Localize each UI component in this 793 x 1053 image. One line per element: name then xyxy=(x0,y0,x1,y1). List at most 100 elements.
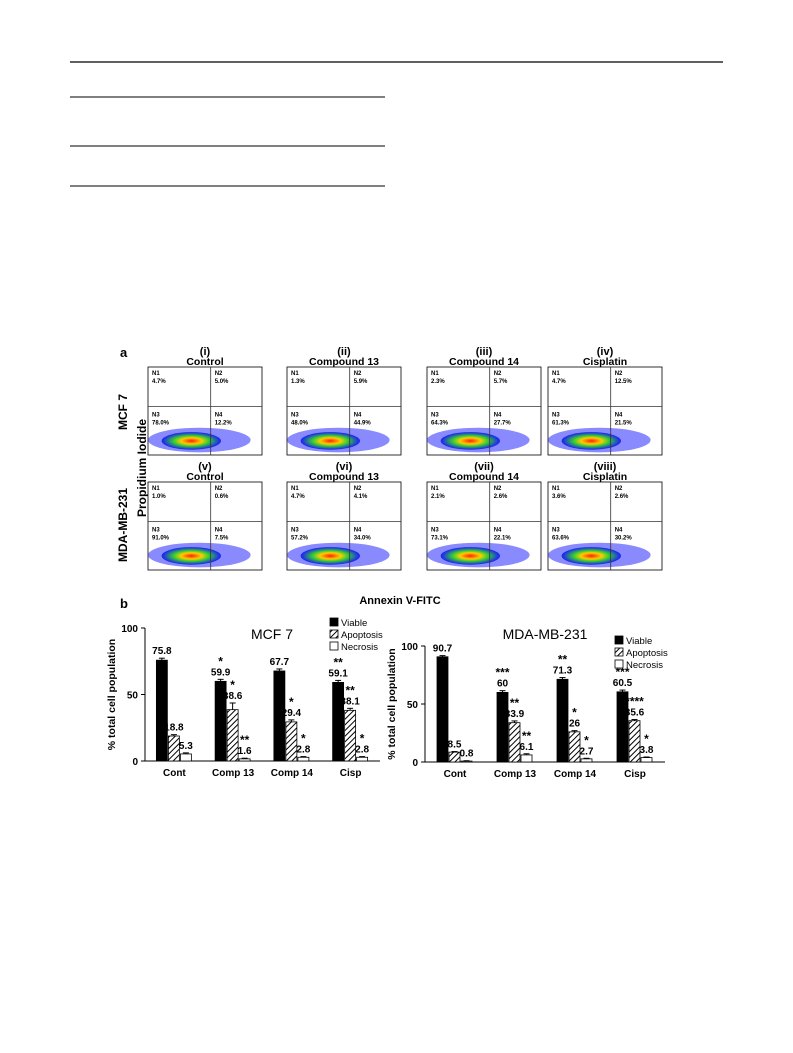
quadrant-percent: 64.3% xyxy=(431,421,449,427)
significance: *** xyxy=(615,665,629,679)
y-tick-label: 50 xyxy=(407,700,419,711)
value-label: 8.5 xyxy=(448,740,462,751)
x-tick-label: Comp 14 xyxy=(271,768,314,779)
x-tick-label: Cont xyxy=(444,769,467,780)
quadrant-percent: 44.9% xyxy=(354,421,372,427)
plot-title: Control xyxy=(186,356,223,368)
legend-swatch xyxy=(614,647,624,657)
quadrant-name: N3 xyxy=(291,528,299,534)
significance: * xyxy=(644,732,649,746)
legend-swatch xyxy=(614,635,624,645)
significance: *** xyxy=(495,666,509,680)
value-label: 60.5 xyxy=(613,678,633,689)
quadrant-percent: 34.0% xyxy=(354,536,372,542)
quadrant-name: N4 xyxy=(615,528,623,534)
value-label: 38.6 xyxy=(223,691,243,702)
value-label: 90.7 xyxy=(433,644,453,655)
quadrant-percent: 63.6% xyxy=(552,536,570,542)
significance: ** xyxy=(345,683,355,697)
significance: * xyxy=(301,732,306,746)
plot-numeral: (vi) xyxy=(336,461,353,473)
x-tick-label: Cont xyxy=(163,768,186,779)
bar xyxy=(448,751,461,763)
legend-label: Viable xyxy=(626,636,652,647)
quadrant-percent: 2.6% xyxy=(494,494,508,500)
quadrant-name: N3 xyxy=(291,413,299,419)
quadrant-name: N4 xyxy=(494,413,502,419)
quadrant-name: N3 xyxy=(552,413,560,419)
quadrant-percent: 4.1% xyxy=(354,494,368,500)
plot-numeral: (v) xyxy=(198,461,212,473)
quadrant-name: N4 xyxy=(215,528,223,534)
bar xyxy=(496,692,509,763)
quadrant-percent: 4.7% xyxy=(291,494,305,500)
quadrant-name: N2 xyxy=(494,486,502,492)
quadrant-name: N1 xyxy=(552,486,560,492)
quadrant-name: N1 xyxy=(431,486,439,492)
quadrant-percent: 2.6% xyxy=(615,494,629,500)
y-axis-label: % total cell population xyxy=(386,648,398,759)
bar xyxy=(436,656,449,763)
row-label: MCF 7 xyxy=(116,394,130,430)
value-label: 67.7 xyxy=(270,657,290,668)
quadrant-name: N4 xyxy=(494,528,502,534)
plot-numeral: (iii) xyxy=(476,346,493,358)
quadrant-percent: 12.5% xyxy=(615,379,633,385)
y-tick-label: 100 xyxy=(401,642,418,653)
y-tick-label: 50 xyxy=(127,691,139,702)
significance: * xyxy=(289,695,294,709)
quadrant-percent: 1.0% xyxy=(152,494,166,500)
plot-numeral: (viii) xyxy=(594,461,617,473)
significance: * xyxy=(360,732,365,746)
significance: ** xyxy=(522,729,532,743)
bar xyxy=(238,758,251,762)
significance: ** xyxy=(510,696,520,710)
quadrant-name: N2 xyxy=(354,371,362,377)
legend-swatch xyxy=(329,641,339,651)
legend-label: Apoptosis xyxy=(341,630,383,641)
quadrant-name: N2 xyxy=(615,371,623,377)
bar xyxy=(167,735,180,762)
value-label: 3.8 xyxy=(640,745,654,756)
density-core xyxy=(161,547,221,565)
quadrant-percent: 4.7% xyxy=(152,379,166,385)
plot-numeral: (i) xyxy=(200,346,211,358)
quadrant-name: N2 xyxy=(354,486,362,492)
quadrant-name: N1 xyxy=(152,486,160,492)
significance: * xyxy=(572,706,577,720)
bar xyxy=(332,681,345,762)
plot-title: Cisplatin xyxy=(583,356,627,368)
value-label: 60 xyxy=(497,679,509,690)
quadrant-percent: 1.3% xyxy=(291,379,305,385)
plot-numeral: (iv) xyxy=(597,346,614,358)
quadrant-name: N1 xyxy=(152,371,160,377)
bar xyxy=(640,757,653,763)
quadrant-name: N1 xyxy=(552,371,560,377)
bar xyxy=(508,722,521,763)
quadrant-name: N1 xyxy=(431,371,439,377)
density-core xyxy=(440,432,500,450)
quadrant-percent: 57.2% xyxy=(291,536,309,542)
quadrant-percent: 12.2% xyxy=(215,421,233,427)
quadrant-name: N3 xyxy=(431,528,439,534)
x-tick-label: Comp 14 xyxy=(554,769,597,780)
y-tick-label: 0 xyxy=(412,758,418,769)
value-label: 35.6 xyxy=(625,708,645,719)
value-label: 2.7 xyxy=(580,746,594,757)
significance: * xyxy=(218,654,223,668)
significance: ** xyxy=(558,653,568,667)
plot-title: Control xyxy=(186,471,223,483)
plot-numeral: (vii) xyxy=(474,461,494,473)
bar xyxy=(297,756,310,762)
bar xyxy=(556,678,569,763)
legend-label: Necrosis xyxy=(341,642,378,653)
x-tick-label: Comp 13 xyxy=(494,769,537,780)
value-label: 2.8 xyxy=(296,745,310,756)
row-label: MDA-MB-231 xyxy=(116,488,130,562)
significance: * xyxy=(230,678,235,692)
quadrant-name: N2 xyxy=(215,486,223,492)
y-axis-label: Propidium Iodide xyxy=(135,419,149,517)
panel-label: a xyxy=(120,345,128,360)
quadrant-name: N3 xyxy=(552,528,560,534)
